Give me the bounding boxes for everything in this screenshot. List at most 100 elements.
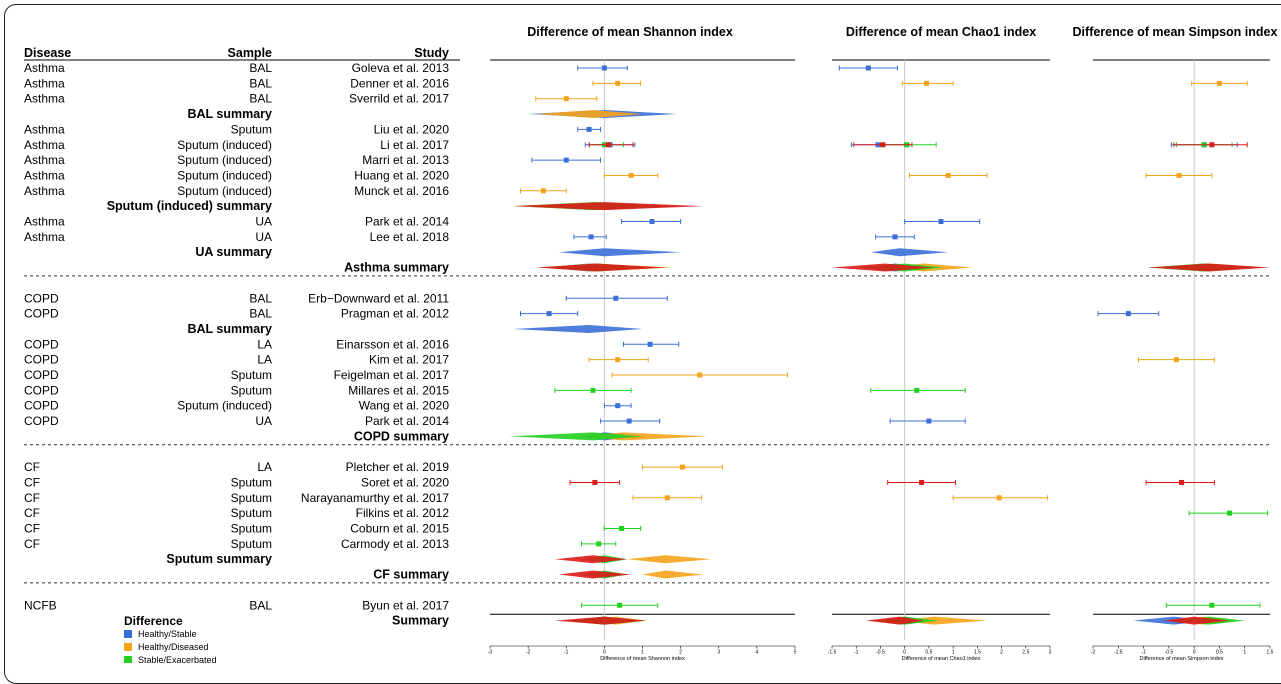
point-estimate: [601, 65, 607, 71]
point-estimate: [996, 495, 1002, 501]
point-estimate: [926, 418, 932, 424]
column-headers: Disease Sample Study: [24, 46, 449, 60]
row-study: Erb−Downward et al. 2011: [308, 291, 449, 305]
summary-label: Sputum (induced) summary: [107, 199, 272, 213]
x-tick-label: 0: [1193, 650, 1196, 656]
point-estimate: [563, 157, 569, 163]
row-sample: LA: [257, 337, 272, 351]
header-study: Study: [414, 46, 449, 60]
point-estimate: [1179, 479, 1184, 485]
point-estimate: [664, 495, 670, 501]
row-study: Soret et al. 2020: [361, 475, 449, 489]
point-estimate: [1227, 510, 1233, 516]
summary-label: UA summary: [195, 245, 272, 259]
row-study: Wang et al. 2020: [359, 399, 450, 413]
row-disease: COPD: [24, 399, 59, 413]
point-estimate: [626, 418, 632, 424]
point-estimate: [1209, 602, 1215, 608]
row-study: Sverrild et al. 2017: [349, 92, 449, 106]
x-tick-label: 3: [1049, 650, 1052, 656]
x-tick-label: -1.5: [828, 650, 837, 656]
row-disease: CF: [24, 522, 40, 536]
row-sample: BAL: [249, 307, 272, 321]
row-disease: CF: [24, 475, 40, 489]
row-disease: Asthma: [24, 230, 65, 244]
summary-diamond: [558, 248, 681, 257]
x-tick-label: 0: [903, 650, 906, 656]
point-estimate: [628, 172, 634, 178]
panel-shannon: Difference of mean Shannon index -3 -2 -1 0 1…: [488, 25, 797, 662]
row-study: Park et al. 2014: [365, 215, 449, 229]
x-axis-label: Difference of mean Chao1 index: [902, 656, 981, 662]
row-study: Marri et al. 2013: [362, 153, 449, 167]
summary-diamond: [554, 555, 628, 564]
point-estimate: [923, 80, 929, 86]
row-disease: COPD: [24, 307, 59, 321]
row-sample: LA: [257, 460, 272, 474]
row-study: Einarsson et al. 2016: [336, 337, 449, 351]
row-sample: Sputum: [231, 122, 272, 136]
x-tick-label: -2: [526, 650, 531, 656]
point-estimate: [605, 142, 611, 148]
row-study: Byun et al. 2017: [362, 598, 449, 612]
point-estimate: [588, 234, 594, 240]
row-sample: BAL: [249, 291, 272, 305]
row-study: Carmody et al. 2013: [341, 537, 449, 551]
point-estimate: [613, 295, 619, 301]
point-estimate: [619, 526, 625, 531]
point-estimate: [1209, 142, 1215, 148]
summary-diamond: [1163, 616, 1230, 625]
row-study: Denner et al. 2016: [350, 76, 449, 90]
point-estimate: [649, 219, 655, 224]
row-disease: COPD: [24, 414, 59, 428]
row-study: Millares et al. 2015: [348, 383, 449, 397]
legend-swatch-stable-exacerbated: [124, 656, 132, 663]
summary-diamond: [832, 263, 934, 272]
panel-title: Difference of mean Chao1 index: [846, 25, 1036, 39]
row-sample: Sputum (induced): [177, 168, 272, 182]
row-sample: BAL: [249, 61, 272, 75]
point-estimate: [592, 479, 598, 485]
x-tick-label: 0.5: [1216, 650, 1223, 656]
row-sample: Sputum: [231, 383, 272, 397]
x-tick-label: 2.5: [1022, 650, 1029, 656]
row-disease: NCFB: [24, 598, 57, 612]
row-disease: COPD: [24, 337, 59, 351]
row-study: Lee et al. 2018: [370, 230, 450, 244]
row-sample: LA: [257, 353, 272, 367]
row-disease: Asthma: [24, 122, 65, 136]
summary-diamond: [512, 324, 643, 333]
summary-label: Sputum summary: [166, 552, 272, 566]
summary-diamond: [642, 570, 704, 579]
point-estimate: [615, 80, 621, 86]
row-study: Coburn et al. 2015: [350, 522, 449, 536]
summary-diamond: [627, 555, 712, 564]
row-study: Kim et al. 2017: [369, 353, 449, 367]
legend-title: Difference: [124, 614, 183, 628]
study-rows: Asthma BAL Goleva et al. 2013 Asthma BAL Denn…: [24, 61, 1270, 628]
row-disease: CF: [24, 506, 40, 520]
row-sample: UA: [255, 230, 272, 244]
row-disease: Asthma: [24, 184, 65, 198]
row-disease: Asthma: [24, 215, 65, 229]
row-disease: Asthma: [24, 138, 65, 152]
point-estimate: [596, 541, 602, 547]
x-tick-label: -3: [488, 650, 493, 656]
legend-label-healthy-diseased: Healthy/Diseased: [138, 642, 209, 652]
x-tick-label: -1: [854, 650, 859, 656]
legend-label-stable-exacerbated: Stable/Exacerbated: [138, 655, 217, 663]
row-sample: Sputum: [231, 491, 272, 505]
row-disease: COPD: [24, 353, 59, 367]
x-tick-label: 1: [1243, 650, 1246, 656]
x-tick-label: -1: [1141, 650, 1146, 656]
x-tick-label: 4: [755, 650, 758, 656]
x-tick-label: 2: [1000, 650, 1003, 656]
summary-label: Asthma summary: [344, 261, 449, 275]
row-disease: COPD: [24, 291, 59, 305]
x-tick-label: -0.5: [1165, 650, 1174, 656]
point-estimate: [1176, 172, 1182, 178]
row-sample: Sputum (induced): [177, 153, 272, 167]
row-study: Huang et al. 2020: [354, 168, 449, 182]
point-estimate: [615, 403, 621, 409]
x-tick-label: 0: [603, 650, 606, 656]
